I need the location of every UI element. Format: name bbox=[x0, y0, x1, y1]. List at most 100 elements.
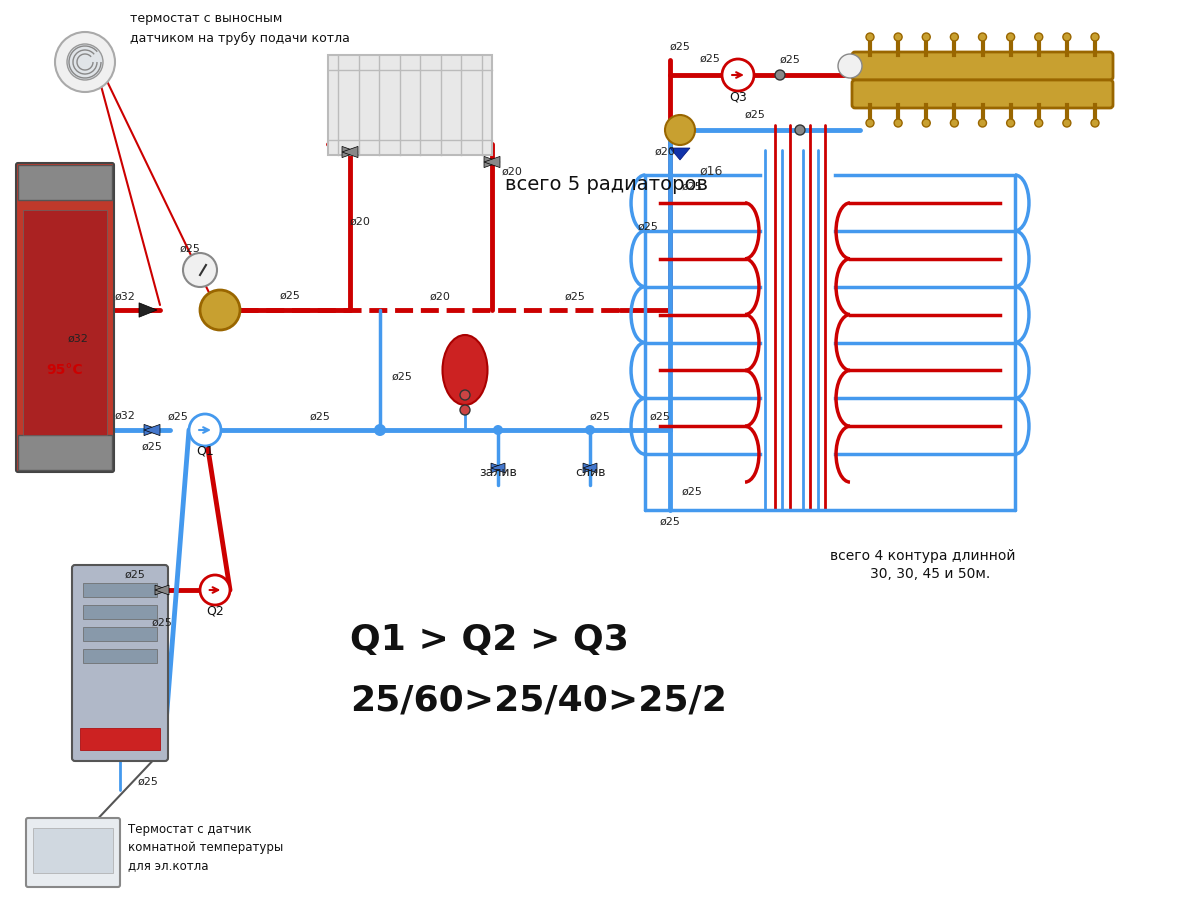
Circle shape bbox=[1007, 119, 1014, 127]
Bar bbox=[80, 728, 159, 750]
Polygon shape bbox=[155, 585, 169, 595]
Circle shape bbox=[922, 33, 930, 41]
Text: ø25: ø25 bbox=[138, 777, 159, 787]
Text: 95°C: 95°C bbox=[47, 363, 83, 377]
Circle shape bbox=[894, 33, 902, 41]
Polygon shape bbox=[492, 464, 505, 472]
Circle shape bbox=[894, 119, 902, 127]
Text: датчиком на трубу подачи котла: датчиком на трубу подачи котла bbox=[129, 32, 350, 45]
Circle shape bbox=[951, 33, 958, 41]
FancyBboxPatch shape bbox=[852, 52, 1113, 80]
Polygon shape bbox=[492, 464, 505, 472]
Circle shape bbox=[460, 390, 470, 400]
Text: ø25: ø25 bbox=[682, 182, 703, 192]
Circle shape bbox=[722, 59, 754, 91]
Text: ø25: ø25 bbox=[590, 412, 610, 422]
Text: 30, 30, 45 и 50м.: 30, 30, 45 и 50м. bbox=[870, 567, 990, 581]
Circle shape bbox=[67, 44, 103, 80]
Polygon shape bbox=[670, 148, 689, 160]
Text: всего 5 радиаторов: всего 5 радиаторов bbox=[505, 176, 707, 194]
Text: ø25: ø25 bbox=[180, 244, 200, 254]
Bar bbox=[18, 165, 112, 200]
Circle shape bbox=[1035, 33, 1043, 41]
Circle shape bbox=[374, 424, 386, 436]
Text: термостат с выносным: термостат с выносным bbox=[129, 12, 283, 25]
FancyBboxPatch shape bbox=[852, 80, 1113, 108]
Text: залив: залив bbox=[480, 466, 517, 479]
Circle shape bbox=[838, 54, 862, 78]
Circle shape bbox=[189, 414, 221, 446]
Circle shape bbox=[978, 119, 987, 127]
Circle shape bbox=[775, 70, 785, 80]
Polygon shape bbox=[583, 464, 597, 472]
Text: ø25: ø25 bbox=[637, 222, 658, 232]
Circle shape bbox=[1062, 33, 1071, 41]
Text: ø25: ø25 bbox=[141, 442, 162, 452]
Text: слив: слив bbox=[574, 466, 605, 479]
Text: ø25: ø25 bbox=[682, 487, 703, 497]
Text: ø20: ø20 bbox=[350, 217, 370, 227]
Bar bbox=[34, 828, 113, 873]
Text: ø25: ø25 bbox=[659, 517, 681, 527]
Text: ø25: ø25 bbox=[779, 55, 801, 65]
Circle shape bbox=[183, 253, 217, 287]
Circle shape bbox=[200, 290, 240, 330]
Circle shape bbox=[1091, 119, 1099, 127]
Text: Термостат с датчик: Термостат с датчик bbox=[128, 823, 252, 836]
Polygon shape bbox=[583, 464, 597, 472]
Bar bbox=[329, 55, 492, 155]
Text: всего 4 контура длинной: всего 4 контура длинной bbox=[830, 549, 1016, 563]
Polygon shape bbox=[342, 147, 359, 158]
Text: ø20: ø20 bbox=[502, 167, 523, 177]
Bar bbox=[23, 210, 107, 435]
Text: ø25: ø25 bbox=[279, 291, 301, 301]
Polygon shape bbox=[139, 302, 157, 317]
Polygon shape bbox=[484, 157, 500, 167]
Text: ø25: ø25 bbox=[699, 54, 721, 64]
Text: комнатной температуры: комнатной температуры bbox=[128, 841, 283, 854]
Text: ø20: ø20 bbox=[429, 292, 451, 302]
Text: для эл.котла: для эл.котла bbox=[128, 859, 209, 872]
Bar bbox=[83, 649, 157, 663]
Polygon shape bbox=[155, 585, 169, 595]
Circle shape bbox=[866, 33, 874, 41]
Circle shape bbox=[795, 125, 805, 135]
Circle shape bbox=[866, 119, 874, 127]
Text: ø25: ø25 bbox=[309, 412, 331, 422]
Circle shape bbox=[55, 32, 115, 92]
Polygon shape bbox=[342, 147, 359, 158]
Circle shape bbox=[922, 119, 930, 127]
Circle shape bbox=[1007, 33, 1014, 41]
Text: ø16: ø16 bbox=[700, 165, 723, 178]
Text: ø25: ø25 bbox=[392, 372, 412, 382]
Bar bbox=[83, 583, 157, 597]
Text: Q1 > Q2 > Q3: Q1 > Q2 > Q3 bbox=[350, 623, 628, 657]
Text: ø32: ø32 bbox=[67, 334, 89, 344]
Polygon shape bbox=[484, 157, 500, 167]
Circle shape bbox=[1091, 33, 1099, 41]
Bar bbox=[18, 435, 112, 470]
Text: Q2: Q2 bbox=[206, 605, 224, 618]
Circle shape bbox=[665, 115, 695, 145]
Circle shape bbox=[1035, 119, 1043, 127]
Text: 25/60>25/40>25/2: 25/60>25/40>25/2 bbox=[350, 683, 727, 717]
Text: ø25: ø25 bbox=[670, 42, 691, 52]
Polygon shape bbox=[144, 425, 159, 436]
Text: ø25: ø25 bbox=[125, 570, 145, 580]
Text: ø20: ø20 bbox=[655, 147, 675, 157]
FancyBboxPatch shape bbox=[16, 163, 114, 472]
FancyBboxPatch shape bbox=[72, 565, 168, 761]
Text: ø25: ø25 bbox=[168, 412, 188, 422]
Text: ø25: ø25 bbox=[151, 618, 173, 628]
Text: Q3: Q3 bbox=[729, 90, 747, 103]
Circle shape bbox=[460, 405, 470, 415]
Bar bbox=[83, 605, 157, 619]
Bar bbox=[83, 627, 157, 641]
Ellipse shape bbox=[442, 335, 488, 405]
Polygon shape bbox=[144, 425, 159, 436]
Circle shape bbox=[493, 425, 504, 435]
Circle shape bbox=[951, 119, 958, 127]
Circle shape bbox=[585, 425, 595, 435]
Text: Q1: Q1 bbox=[197, 445, 213, 458]
FancyBboxPatch shape bbox=[26, 818, 120, 887]
